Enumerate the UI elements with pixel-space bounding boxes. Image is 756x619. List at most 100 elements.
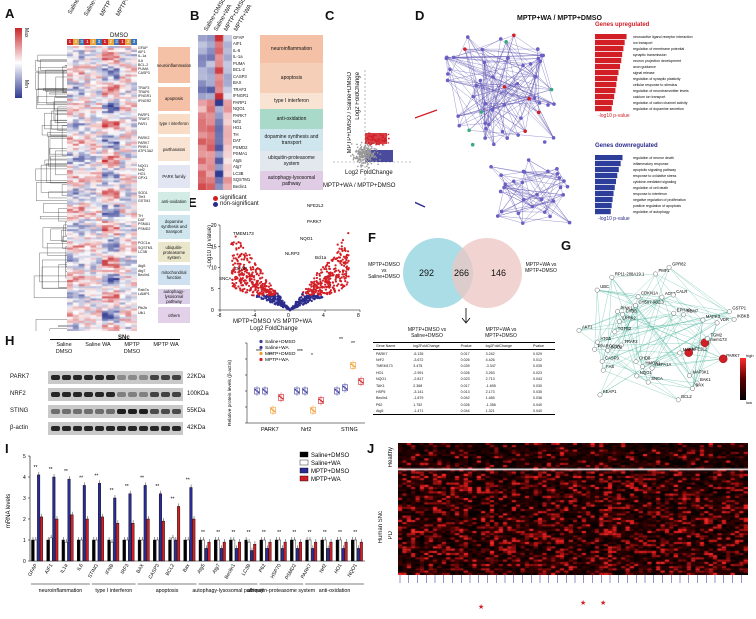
volcano-point xyxy=(316,277,318,279)
bar xyxy=(595,179,616,184)
volcano-point xyxy=(340,254,342,256)
volcano-point xyxy=(341,276,343,278)
scatter-point xyxy=(353,155,355,157)
bar xyxy=(314,542,317,561)
scatter-point xyxy=(363,147,365,149)
volcano-point xyxy=(312,295,314,297)
volcano-point xyxy=(266,290,268,292)
data-point xyxy=(296,390,298,392)
network-node xyxy=(727,309,731,313)
bar xyxy=(113,498,116,561)
term-label: inflammatory response xyxy=(633,162,668,166)
scatter-point xyxy=(368,142,370,144)
term-label: response to interferon xyxy=(633,192,667,196)
blot-strip xyxy=(48,388,183,401)
bar xyxy=(595,173,617,178)
scatter-point xyxy=(350,155,352,157)
volcano-point xyxy=(239,263,241,265)
volcano-point xyxy=(239,287,241,289)
volcano-point xyxy=(315,290,317,292)
legend-label: MPTP+WA xyxy=(311,477,341,483)
d-title: MPTP+WA / MPTP+DMSO xyxy=(517,15,602,22)
bar xyxy=(309,540,312,561)
network-node xyxy=(592,347,596,351)
gene-label: GPX1 xyxy=(138,176,158,180)
network-node xyxy=(598,393,602,397)
volcano-point xyxy=(251,281,253,283)
volcano-point xyxy=(287,306,289,308)
term-label: negative regulation of proliferation xyxy=(633,198,686,202)
table-header-cell: log2FoldChange xyxy=(483,343,530,350)
scatter-point xyxy=(360,153,362,155)
volcano-point xyxy=(344,250,346,252)
category-label: neuroinflammation xyxy=(260,35,323,63)
table-cell: 0.044 xyxy=(458,408,483,415)
x-category: HSP70 xyxy=(270,563,283,580)
scatter-point xyxy=(368,151,370,153)
network-node xyxy=(445,57,449,61)
scatter-point xyxy=(364,144,366,146)
data-point xyxy=(343,386,345,388)
volcano-point xyxy=(339,271,341,273)
gene-node-label: TGM2 xyxy=(710,333,722,338)
term-label: neuron projection development xyxy=(633,59,681,63)
volcano-point xyxy=(249,266,251,268)
col-label: Saline xyxy=(67,0,81,16)
scatter-point xyxy=(379,142,381,144)
volcano-point xyxy=(243,280,245,282)
gene-node-label: RP11-208A19.1 xyxy=(615,271,645,276)
blot-band xyxy=(73,392,82,397)
volcano-point xyxy=(347,250,349,252)
bar xyxy=(595,161,621,166)
gene-node-label: FAS xyxy=(606,364,614,369)
volcano-point xyxy=(250,269,252,271)
x-category: IFNB xyxy=(104,562,115,575)
blot-band xyxy=(95,409,104,414)
h-region-line xyxy=(50,339,180,340)
bar xyxy=(595,40,625,45)
volcano-point xyxy=(253,276,255,278)
data-point xyxy=(320,400,322,402)
legend-swatch xyxy=(300,452,308,457)
term-label: regulation of membrane potential xyxy=(633,47,684,51)
gene-node-label: SNCA xyxy=(651,376,663,381)
table-header-cell: Gene Name xyxy=(373,343,410,350)
scatter-point xyxy=(369,161,371,163)
panel-f: 292 266 146 MPTP+DMSO vs Saline+DMSO MPT… xyxy=(365,230,560,442)
data-point xyxy=(282,398,284,400)
scatter-point xyxy=(368,145,370,147)
term-label: axon guidance xyxy=(633,65,656,69)
network-node xyxy=(467,128,471,132)
blot-band xyxy=(150,409,159,414)
scale-max-label: Max xyxy=(23,28,29,37)
network-node xyxy=(480,48,484,52)
blot-band xyxy=(139,409,148,414)
heatmap-b-column-labels: Saline+DMSO Saline+WA MPTP+DMSO MPTP+WA xyxy=(204,2,264,30)
bar xyxy=(306,540,309,561)
panel-b: Saline+DMSO Saline+WA MPTP+DMSO MPTP+WA … xyxy=(190,0,325,195)
volcano-point xyxy=(345,255,347,257)
volcano-point xyxy=(231,260,233,262)
bar xyxy=(126,540,129,561)
gene-label: CASP3 xyxy=(138,71,158,75)
volcano-point xyxy=(302,303,304,305)
volcano-point xyxy=(233,241,235,243)
volcano-point xyxy=(302,299,304,301)
volcano-point xyxy=(341,245,343,247)
volcano-point xyxy=(323,268,325,270)
significance-mark: ** xyxy=(201,530,205,536)
data-point xyxy=(338,391,340,393)
term-label: regulation of neuron death xyxy=(633,156,674,160)
scatter-point xyxy=(356,156,358,158)
network-node xyxy=(615,309,619,313)
gene-annotation: Bcl1a xyxy=(315,255,327,260)
x-category: IL6 xyxy=(76,563,85,572)
network-node xyxy=(491,75,495,79)
scatter-point xyxy=(360,144,362,146)
y-tick: 2 xyxy=(23,517,26,523)
blot-band xyxy=(128,392,137,397)
